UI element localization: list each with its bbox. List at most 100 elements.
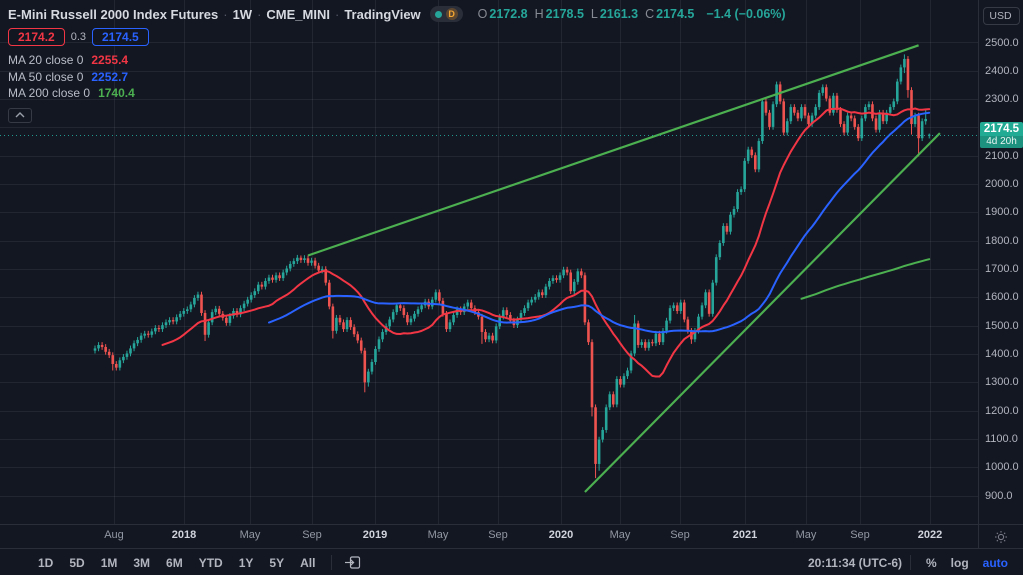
bottom-toolbar: 1D 5D 1M 3M 6M YTD 1Y 5Y All 20:11:34 (UTC-6) % … [0, 548, 1023, 575]
time-label-sep[interactable]: Sep [302, 529, 322, 541]
ask-price-box[interactable]: 2174.5 [92, 28, 149, 46]
toolbar-right-group: 20:11:34 (UTC-6) % log auto [808, 553, 1015, 573]
price-tick: 1600.0 [985, 291, 1019, 304]
chart-legend: E-Mini Russell 2000 Index Futures · 1W ·… [8, 5, 786, 123]
ohlc-low-label: L [590, 7, 598, 21]
last-price-badge: 2174.5 4d 20h [980, 121, 1023, 148]
market-open-dot-icon [434, 10, 442, 18]
last-price-value: 2174.5 [983, 122, 1020, 135]
indicator-row-ma50[interactable]: MA 50 close 0 2252.7 [8, 69, 786, 86]
price-chart-canvas[interactable] [0, 0, 978, 524]
time-label-2020[interactable]: 2020 [548, 529, 574, 541]
market-status-pill[interactable]: D [429, 6, 463, 22]
time-axis[interactable]: Aug 2018 May Sep 2019 May Sep 2020 May Sep 2021 May… [0, 524, 1023, 549]
brand-label[interactable]: TradingView [344, 6, 421, 22]
time-label-2022[interactable]: 2022 [917, 529, 943, 541]
range-button-3m[interactable]: 3M [125, 553, 158, 573]
time-label-may[interactable]: May [795, 529, 817, 541]
indicator-value: 2255.4 [91, 53, 129, 68]
price-tick: 1900.0 [985, 206, 1019, 219]
percent-scale-button[interactable]: % [919, 553, 944, 573]
price-axis[interactable]: USD 2500.02400.02300.02200.02100.02000.0… [979, 0, 1023, 524]
indicator-value: 2252.7 [91, 69, 129, 84]
log-scale-button[interactable]: log [944, 553, 976, 573]
title-separator: · [334, 6, 340, 22]
bar-countdown: 4d 20h [980, 135, 1023, 148]
price-tick: 2400.0 [985, 64, 1019, 77]
currency-dropdown[interactable]: USD [983, 7, 1020, 25]
price-axis-border [978, 0, 979, 548]
time-label-sep[interactable]: Sep [488, 529, 508, 541]
ohlc-open-label: O [477, 7, 488, 21]
ohlc-group: O 2172.8 H 2178.5 L 2161.3 C 2174.5 [478, 7, 695, 21]
date-range-buttons: 1D 5D 1M 3M 6M YTD 1Y 5Y All [30, 553, 323, 573]
price-tick: 1100.0 [985, 433, 1018, 445]
time-label-sep[interactable]: Sep [850, 529, 870, 541]
price-tick: 1300.0 [985, 376, 1019, 389]
range-button-1m[interactable]: 1M [93, 553, 126, 573]
range-button-5y[interactable]: 5Y [261, 553, 292, 573]
price-tick: 1000.0 [985, 461, 1019, 474]
auto-scale-button[interactable]: auto [976, 553, 1015, 573]
title-separator: · [257, 6, 262, 22]
clock-timezone[interactable]: 20:11:34 (UTC-6) [807, 555, 902, 570]
symbol-title[interactable]: E-Mini Russell 2000 Index Futures [8, 6, 219, 22]
exchange-label[interactable]: CME_MINI [266, 6, 330, 22]
time-label-2019[interactable]: 2019 [362, 529, 388, 541]
legend-collapse-button[interactable] [8, 107, 32, 123]
currency-label: USD [989, 10, 1012, 22]
range-button-5d[interactable]: 5D [61, 553, 92, 573]
ohlc-low-value: 2161.3 [599, 7, 639, 21]
toolbar-divider [331, 555, 333, 570]
ohlc-high-label: H [534, 7, 544, 21]
indicator-label: MA 50 close 0 [8, 69, 84, 84]
range-button-1y[interactable]: 1Y [231, 553, 262, 573]
ohlc-close-label: C [645, 7, 655, 21]
price-tick: 1400.0 [985, 348, 1019, 361]
range-button-all[interactable]: All [292, 553, 323, 573]
title-separator: · [223, 6, 228, 22]
go-to-date-button[interactable] [340, 552, 365, 573]
time-label-2021[interactable]: 2021 [732, 529, 758, 541]
range-button-1d[interactable]: 1D [30, 553, 61, 573]
bid-price-box[interactable]: 2174.2 [8, 28, 65, 46]
indicator-legend: MA 20 close 0 2255.4 MA 50 close 0 2252.7 MA… [8, 52, 786, 102]
price-tick: 2100.0 [985, 149, 1019, 162]
ohlc-high-value: 2178.5 [545, 7, 584, 21]
indicator-label: MA 20 close 0 [8, 53, 84, 68]
time-label-may[interactable]: May [609, 529, 631, 541]
price-tick: 1500.0 [985, 319, 1019, 332]
indicator-value: 1740.4 [98, 86, 135, 101]
axis-settings-button[interactable] [988, 528, 1014, 546]
range-button-6m[interactable]: 6M [158, 553, 191, 573]
time-label-sep[interactable]: Sep [670, 529, 690, 541]
time-label-may[interactable]: May [239, 529, 261, 541]
go-to-date-icon [345, 556, 361, 569]
ohlc-open-value: 2172.8 [489, 7, 528, 21]
range-button-ytd[interactable]: YTD [191, 553, 231, 573]
indicator-label: MA 200 close 0 [8, 86, 91, 101]
ohlc-close-value: 2174.5 [656, 7, 695, 21]
price-tick: 2000.0 [985, 178, 1019, 191]
price-tick: 1800.0 [985, 234, 1019, 247]
price-tick: 2500.0 [985, 36, 1019, 49]
price-tick: 2300.0 [985, 93, 1019, 106]
time-label-aug[interactable]: Aug [104, 529, 124, 541]
indicator-row-ma20[interactable]: MA 20 close 0 2255.4 [8, 52, 786, 69]
price-tick: 1200.0 [985, 404, 1019, 417]
chevron-up-icon [15, 112, 25, 118]
delayed-data-icon: D [445, 8, 458, 20]
time-label-2018[interactable]: 2018 [171, 529, 197, 541]
ohlc-change: −1.4 (−0.06%) [706, 7, 786, 21]
price-tick: 1700.0 [985, 263, 1019, 276]
spread-value: 0.3 [70, 31, 86, 43]
gear-icon [995, 531, 1007, 543]
toolbar-divider [909, 555, 911, 570]
indicator-row-ma200[interactable]: MA 200 close 0 1740.4 [8, 85, 786, 102]
bid-ask-row: 2174.2 0.3 2174.5 [8, 28, 786, 46]
price-tick: 900.0 [985, 489, 1013, 502]
interval-label[interactable]: 1W [232, 6, 253, 22]
symbol-title-row[interactable]: E-Mini Russell 2000 Index Futures · 1W ·… [8, 5, 786, 23]
time-label-may[interactable]: May [427, 529, 449, 541]
